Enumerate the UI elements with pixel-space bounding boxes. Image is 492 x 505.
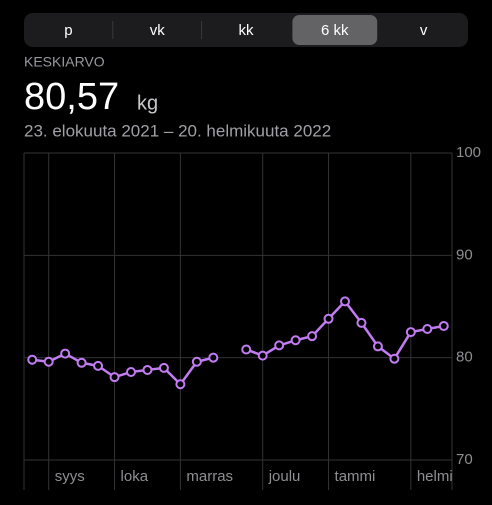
data-point <box>60 348 71 359</box>
data-point <box>93 360 104 371</box>
data-point <box>126 366 136 377</box>
segment[interactable]: 6 kk <box>321 22 349 39</box>
x-tick-label: tammi <box>335 468 376 485</box>
series-line <box>32 300 444 386</box>
x-tick-label: joulu <box>268 468 301 485</box>
segment-selected <box>292 15 378 45</box>
average-label: KESKIARVO <box>24 54 105 70</box>
data-point <box>290 335 301 346</box>
data-point <box>109 372 120 383</box>
data-point <box>191 356 202 367</box>
data-point <box>422 324 433 335</box>
data-point <box>323 313 334 324</box>
data-point <box>356 317 367 328</box>
data-point <box>142 364 153 375</box>
segment[interactable]: kk <box>239 22 255 39</box>
data-point <box>405 327 416 338</box>
x-tick-label: loka <box>121 468 149 485</box>
data-point <box>241 344 252 355</box>
data-point <box>208 352 219 363</box>
data-point <box>389 353 400 364</box>
y-tick-label: 100 <box>456 144 481 161</box>
data-point <box>27 354 38 365</box>
unit: kg <box>137 92 158 114</box>
data-point <box>175 379 186 390</box>
data-point <box>257 350 268 361</box>
y-tick-label: 80 <box>456 349 473 366</box>
x-tick-label: syys <box>55 468 85 485</box>
data-point <box>43 356 54 367</box>
data-point <box>158 362 169 373</box>
data-point <box>438 320 449 331</box>
y-tick-label: 70 <box>456 451 473 468</box>
y-tick-label: 90 <box>456 246 473 263</box>
data-point <box>340 296 350 307</box>
x-tick-label: helmi <box>417 468 453 485</box>
data-point <box>307 331 318 342</box>
data-point <box>274 340 285 351</box>
data-point <box>76 357 87 368</box>
x-tick-label: marras <box>186 468 233 485</box>
data-point <box>372 341 383 352</box>
average-value: 80,57 <box>24 76 119 118</box>
date-range: 23. elokuuta 2021 – 20. helmikuuta 2022 <box>24 121 331 140</box>
segment[interactable]: v <box>420 22 428 39</box>
segment[interactable]: vk <box>150 22 166 39</box>
segment[interactable]: p <box>64 22 72 39</box>
